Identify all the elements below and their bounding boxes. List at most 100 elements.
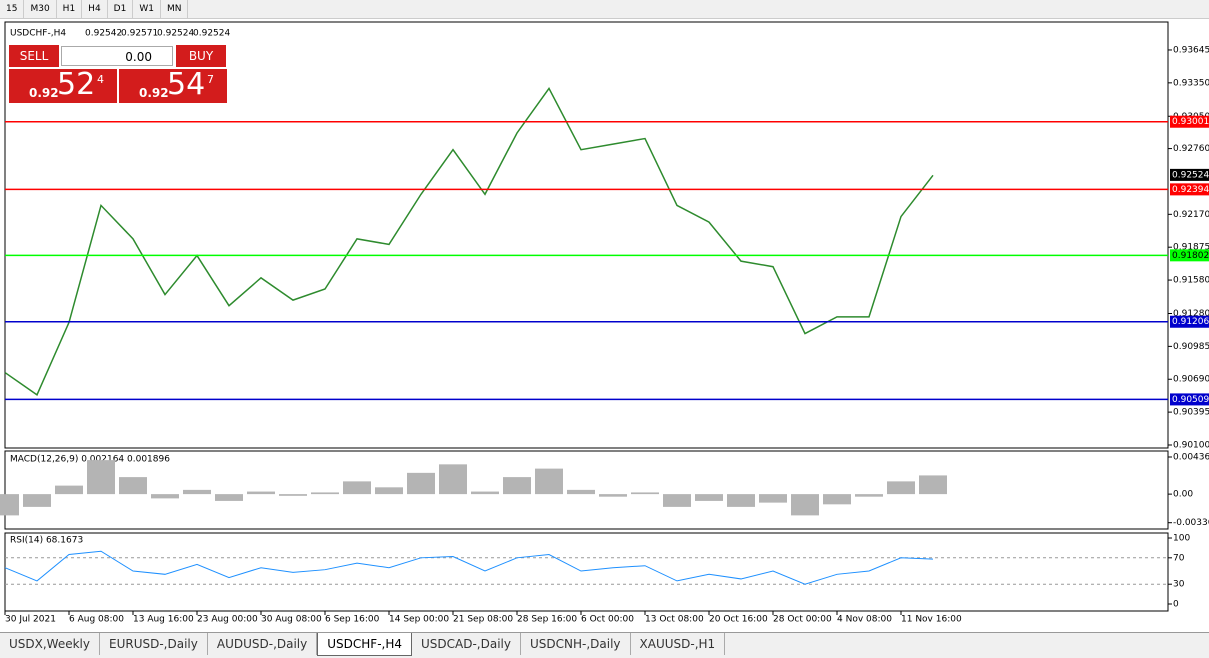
macd-bar: [471, 491, 499, 495]
y-tick-label: 0.00: [1173, 490, 1193, 500]
x-tick-label: 30 Jul 2021: [5, 615, 56, 625]
y-tick-label: 0: [1173, 600, 1179, 610]
level-label: 0.91206: [1172, 317, 1209, 327]
timeframe-button[interactable]: D1: [108, 0, 134, 18]
y-tick-label: 0.90985: [1173, 342, 1209, 352]
rsi-line: [4, 550, 934, 585]
x-tick-label: 23 Aug 00:00: [197, 615, 258, 625]
chart-window: USDCHF-,H4 0.92542 0.92571 0.92524 0.925…: [0, 21, 1209, 625]
macd-bar: [727, 494, 755, 507]
macd-bar: [695, 494, 723, 501]
buy-price-point: 7: [207, 73, 214, 86]
macd-bar: [855, 494, 883, 497]
ohlc-open: 0.92542: [85, 29, 122, 39]
symbol-header: USDCHF-,H4: [10, 29, 66, 39]
level-label: 0.92394: [1172, 185, 1209, 195]
level-label-box: [1170, 249, 1209, 262]
chart-tab[interactable]: USDCAD-,Daily: [412, 633, 521, 655]
level-label: 0.90509: [1172, 395, 1209, 405]
macd-bar: [279, 494, 307, 496]
buy-price[interactable]: 0.92 54 7: [119, 67, 227, 103]
timeframe-button[interactable]: W1: [133, 0, 161, 18]
macd-bar: [535, 468, 563, 495]
macd-label: MACD(12,26,9) 0.002164 0.001896: [10, 455, 170, 465]
price-line: [4, 86, 934, 396]
x-tick-label: 6 Aug 08:00: [69, 615, 124, 625]
ohlc-high: 0.92571: [121, 29, 158, 39]
lot-input[interactable]: 0.00: [61, 46, 173, 66]
x-tick-label: 13 Aug 16:00: [133, 615, 194, 625]
ohlc-close: 0.92524: [193, 29, 230, 39]
timeframe-button[interactable]: 15: [0, 0, 25, 18]
level-label-box: [1170, 393, 1209, 406]
y-tick-label: 30: [1173, 580, 1185, 590]
macd-bar: [439, 464, 467, 495]
macd-bar: [119, 477, 147, 495]
macd-bar: [23, 494, 51, 507]
chart-tab[interactable]: USDX,Weekly: [0, 633, 100, 655]
timeframe-toolbar: 15 M30 H1 H4 D1 W1 MN: [0, 0, 1209, 19]
level-label-box: [1170, 115, 1209, 128]
sell-price-big: 0.92: [29, 86, 59, 100]
timeframe-button[interactable]: H1: [57, 0, 83, 18]
macd-bar: [0, 494, 19, 516]
ohlc-low: 0.92524: [157, 29, 194, 39]
y-tick-label: 0.91280: [1173, 309, 1209, 319]
y-tick-label: -0.00336: [1173, 518, 1209, 528]
macd-bar: [375, 487, 403, 495]
macd-bar: [823, 494, 851, 505]
macd-bar: [759, 494, 787, 503]
y-tick-label: 0.90395: [1173, 408, 1209, 418]
rsi-pane: [4, 532, 1169, 612]
macd-bar: [247, 491, 275, 495]
x-tick-label: 21 Sep 08:00: [453, 615, 513, 625]
x-tick-label: 11 Nov 16:00: [901, 615, 962, 625]
chart-tab[interactable]: XAUUSD-,H1: [631, 633, 726, 655]
y-tick-label: 0.92760: [1173, 144, 1209, 154]
y-tick-label: 0.93645: [1173, 45, 1209, 55]
buy-button[interactable]: BUY: [176, 45, 226, 67]
y-tick-label: 0.91580: [1173, 276, 1209, 286]
chart-tab[interactable]: AUDUSD-,Daily: [208, 633, 318, 655]
macd-bar: [343, 481, 371, 495]
y-tick-label: 0.93350: [1173, 78, 1209, 88]
macd-bar: [599, 494, 627, 497]
macd-bar: [791, 494, 819, 516]
level-label-box: [1170, 183, 1209, 196]
macd-bar: [151, 494, 179, 499]
chart-tab[interactable]: USDCHF-,H4: [317, 633, 412, 656]
macd-bar: [183, 489, 211, 495]
macd-bar: [503, 477, 531, 495]
current-price-box: [1170, 168, 1209, 181]
sell-price[interactable]: 0.92 52 4: [9, 67, 117, 103]
macd-bar: [887, 481, 915, 495]
timeframe-button[interactable]: MN: [161, 0, 189, 18]
sell-button[interactable]: SELL: [9, 45, 59, 67]
macd-bar: [631, 492, 659, 495]
y-tick-label: 70: [1173, 553, 1185, 563]
x-tick-label: 28 Sep 16:00: [517, 615, 577, 625]
x-tick-label: 30 Aug 08:00: [261, 615, 322, 625]
chart-tab[interactable]: USDCNH-,Daily: [521, 633, 631, 655]
y-tick-label: 0.92170: [1173, 210, 1209, 220]
macd-bar: [407, 472, 435, 495]
level-label-box: [1170, 315, 1209, 328]
rsi-label: RSI(14) 68.1673: [10, 536, 83, 546]
sell-price-pips: 52: [57, 67, 96, 102]
macd-bar: [567, 489, 595, 495]
timeframe-button[interactable]: M30: [24, 0, 57, 18]
y-tick-label: 0.004366: [1173, 452, 1209, 462]
y-tick-label: 0.91875: [1173, 243, 1209, 253]
macd-bar: [87, 460, 115, 495]
macd-bar: [55, 485, 83, 495]
x-tick-label: 28 Oct 00:00: [773, 615, 832, 625]
chart-tab[interactable]: EURUSD-,Daily: [100, 633, 208, 655]
x-tick-label: 6 Oct 00:00: [581, 615, 634, 625]
level-label: 0.91802: [1172, 251, 1209, 261]
y-tick-label: 0.90100: [1173, 440, 1209, 450]
y-tick-label: 0.90690: [1173, 375, 1209, 385]
x-tick-label: 4 Nov 08:00: [837, 615, 892, 625]
x-tick-label: 13 Oct 08:00: [645, 615, 704, 625]
timeframe-button[interactable]: H4: [82, 0, 108, 18]
